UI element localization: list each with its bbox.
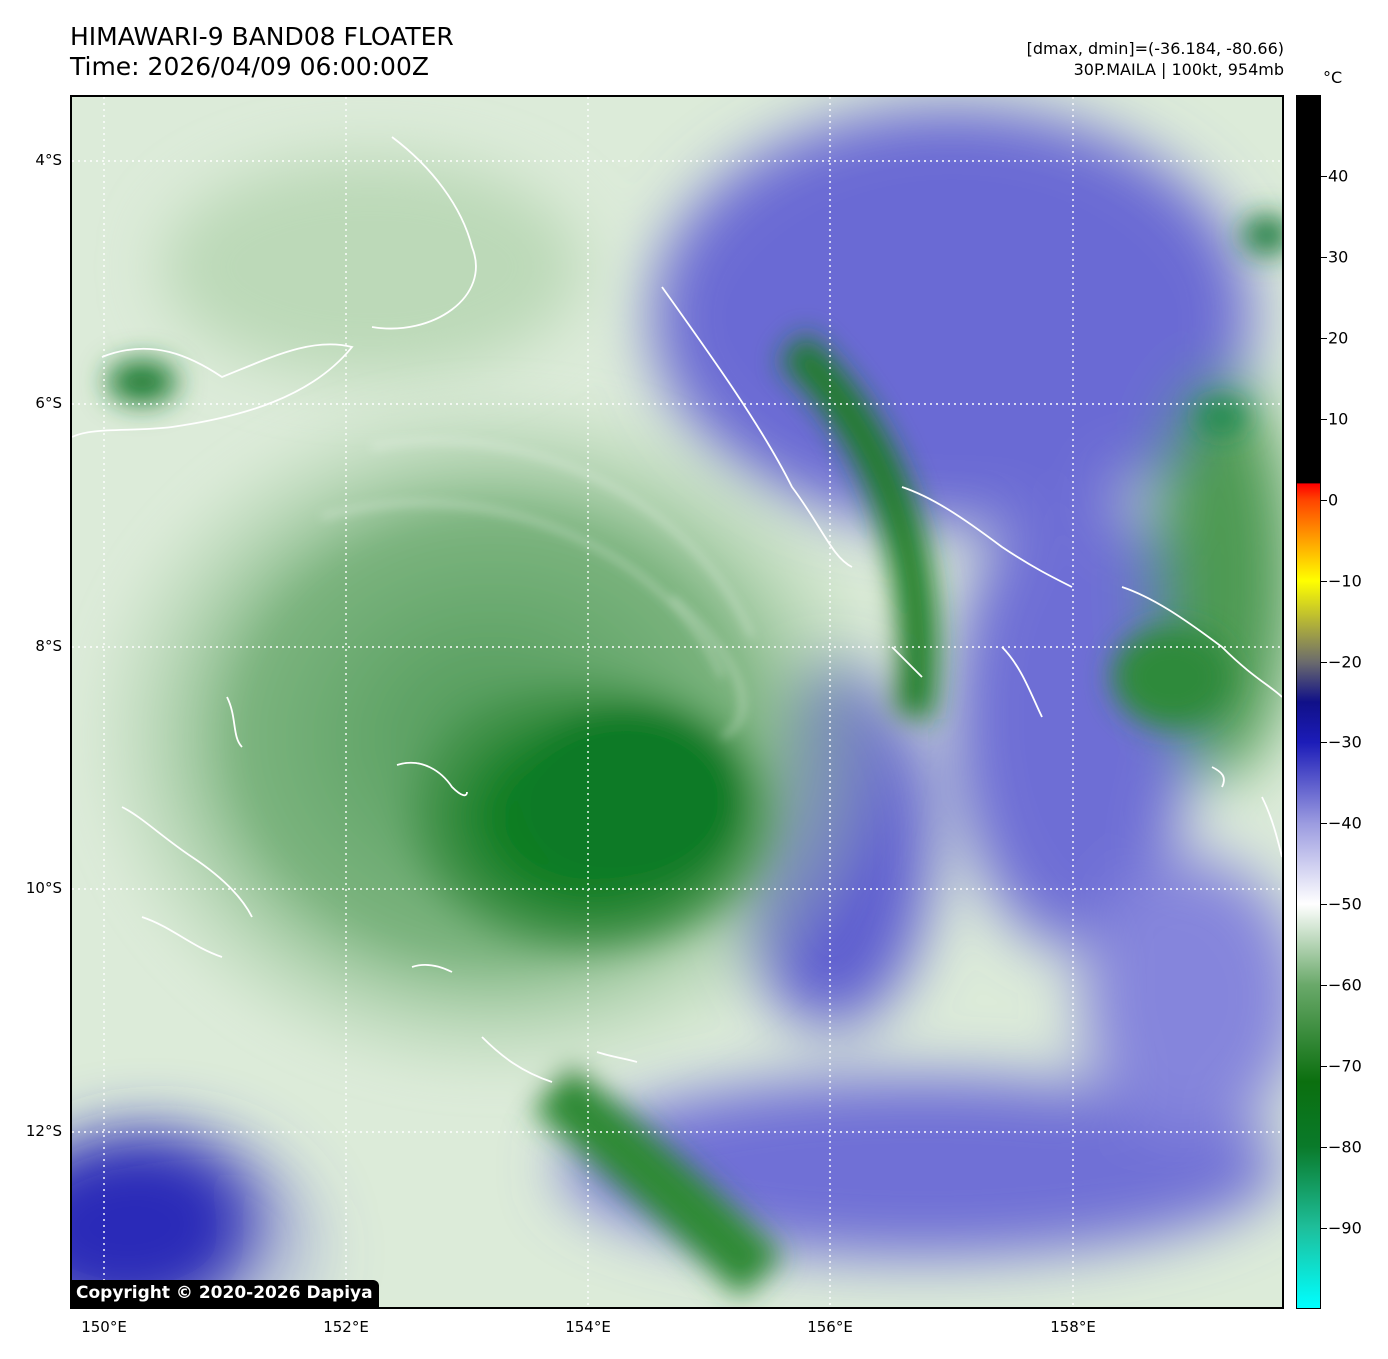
colorbar-tick-label: −20: [1328, 652, 1362, 672]
coastlines: [72, 136, 1282, 1083]
colorbar-tick-label: −60: [1328, 975, 1362, 995]
colorbar-tick-mark: [1321, 1228, 1327, 1229]
colorbar-tick-mark: [1321, 338, 1327, 339]
colorbar-tick-label: 30: [1328, 247, 1349, 267]
colorbar-tick-mark: [1321, 257, 1327, 258]
colorbar-tick-mark: [1321, 500, 1327, 501]
colorbar-tick-label: −70: [1328, 1056, 1362, 1076]
copyright-badge: Copyright © 2020-2026 Dapiya: [70, 1280, 379, 1307]
colorbar-tick-mark: [1321, 662, 1327, 663]
colorbar-tick-label: 20: [1328, 328, 1349, 348]
colorbar-tick-label: −90: [1328, 1218, 1362, 1238]
lon-label-150e: 150°E: [81, 1318, 127, 1336]
lat-label-12s: 12°S: [25, 1122, 62, 1140]
colorbar-tick-label: −50: [1328, 894, 1362, 914]
lat-label-8s: 8°S: [35, 637, 62, 655]
colorbar-tick-mark: [1321, 581, 1327, 582]
lon-label-158e: 158°E: [1050, 1318, 1096, 1336]
colorbar-tick-label: −80: [1328, 1137, 1362, 1157]
colorbar-tick-label: −10: [1328, 571, 1362, 591]
lat-label-10s: 10°S: [25, 879, 62, 897]
colorbar-tick-label: 40: [1328, 166, 1349, 186]
colorbar-tick-mark: [1321, 1066, 1327, 1067]
colorbar-tick-mark: [1321, 985, 1327, 986]
colorbar-tick-label: 0: [1328, 490, 1339, 510]
lon-label-152e: 152°E: [323, 1318, 369, 1336]
storm-text: 30P.MAILA | 100kt, 954mb: [1073, 60, 1284, 79]
satellite-map: [70, 95, 1284, 1309]
graticule: [72, 97, 1282, 1307]
colorbar-unit: °C: [1323, 68, 1343, 87]
colorbar-tick-mark: [1321, 1147, 1327, 1148]
lat-label-6s: 6°S: [35, 394, 62, 412]
lon-label-154e: 154°E: [565, 1318, 611, 1336]
colorbar-tick-label: −40: [1328, 813, 1362, 833]
title-line-1: HIMAWARI-9 BAND08 FLOATER: [70, 22, 454, 51]
lat-label-4s: 4°S: [35, 151, 62, 169]
colorbar-tick-label: 10: [1328, 409, 1349, 429]
lon-label-156e: 156°E: [807, 1318, 853, 1336]
colorbar-tick-mark: [1321, 742, 1327, 743]
colorbar-tick-label: −30: [1328, 732, 1362, 752]
spiral-bands: [321, 438, 755, 740]
range-text: [dmax, dmin]=(-36.184, -80.66): [1026, 39, 1284, 58]
colorbar-tick-mark: [1321, 176, 1327, 177]
title-line-2: Time: 2026/04/09 06:00:00Z: [70, 52, 429, 81]
colorbar-tick-mark: [1321, 419, 1327, 420]
colorbar: [1296, 95, 1321, 1309]
colorbar-tick-mark: [1321, 823, 1327, 824]
satellite-imagery: [72, 97, 1282, 1307]
colorbar-tick-mark: [1321, 904, 1327, 905]
map-title: HIMAWARI-9 BAND08 FLOATER Time: 2026/04/…: [70, 22, 454, 82]
storm-info: [dmax, dmin]=(-36.184, -80.66) 30P.MAILA…: [1027, 38, 1284, 80]
